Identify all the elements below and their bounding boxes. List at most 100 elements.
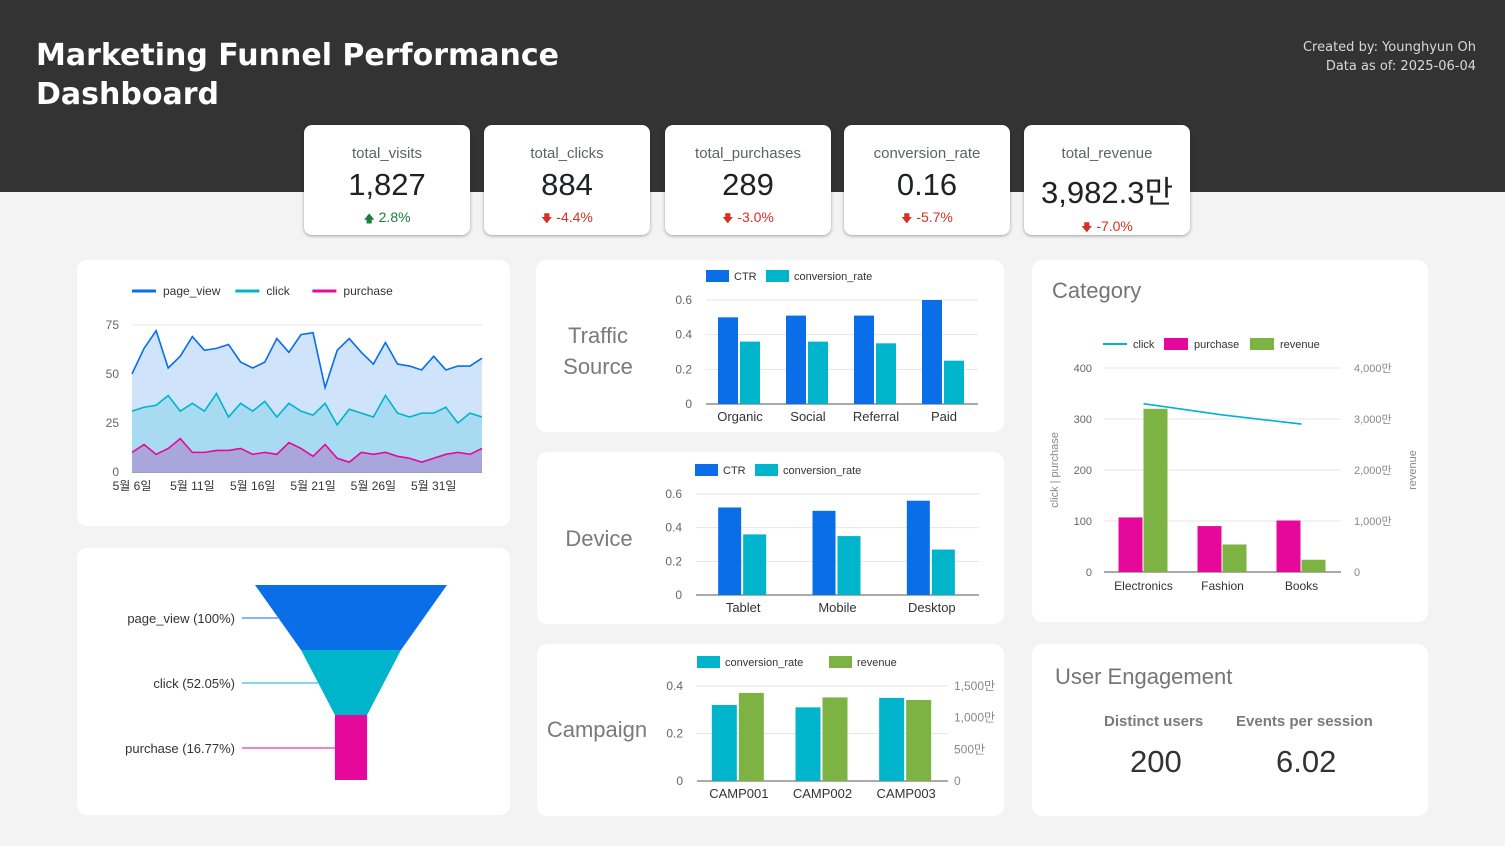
traffic-source-chart[interactable]: 0 0.2 0.4 0.6 Organic Social Referral Paid CTR co…: [536, 260, 1004, 432]
bar-conversion_rate: [931, 549, 955, 595]
bar-CTR: [906, 500, 930, 595]
kpi-card-total-clicks[interactable]: total_clicks 884 🡇 -4.4%: [484, 125, 650, 235]
y2-tick-label: 2,000만: [1354, 464, 1392, 477]
x-tick-label: 5월 31일: [411, 479, 456, 493]
kpi-delta: 🡇 -3.0%: [722, 209, 774, 225]
legend-label: revenue: [1280, 339, 1320, 351]
x-tick-label: 5월 11일: [170, 479, 215, 493]
daily-trend-chart[interactable]: 0 25 50 75 5월 6일 5월 11일 5월 16일 5월 21일 5월 26일 5월 3…: [77, 260, 510, 526]
kpi-delta: 🡅 2.8%: [363, 209, 411, 225]
arrow-down-icon: 🡇: [1081, 222, 1093, 234]
y-tick-label: 0.2: [665, 554, 682, 568]
bar-conversion_rate: [837, 536, 861, 595]
legend-label: purchase: [1194, 339, 1239, 351]
traffic-source-card: Traffic Source 0 0.2 0.4 0.6 Organic Social Ref…: [536, 260, 1004, 432]
x-tick-label: CAMP001: [709, 786, 768, 801]
x-tick-label: CAMP002: [793, 786, 852, 801]
y2-tick-label: 1,000만: [954, 711, 995, 725]
x-tick-label: Fashion: [1201, 579, 1244, 593]
campaign-title: Campaign: [546, 717, 648, 742]
y-tick-label: 0: [685, 397, 692, 411]
legend-swatch: [1250, 338, 1274, 350]
y2-axis-label: revenue: [1407, 450, 1419, 490]
x-tick-label: Books: [1285, 579, 1318, 593]
category-title: Category: [1052, 278, 1142, 303]
y-tick-label: 200: [1074, 465, 1092, 477]
events-per-session-value: 6.02: [1276, 744, 1337, 779]
bar-CTR: [718, 317, 738, 404]
y-tick-label: 0.2: [666, 727, 683, 741]
x-tick-label: 5월 16일: [230, 479, 275, 493]
kpi-delta: 🡇 -7.0%: [1081, 218, 1133, 234]
y-tick-label: 0.6: [675, 293, 692, 307]
legend-swatch: [706, 270, 729, 282]
kpi-value: 884: [541, 167, 593, 202]
funnel-chart[interactable]: page_view (100%) click (52.05%) purchase (…: [77, 548, 510, 815]
kpi-delta: 🡇 -5.7%: [901, 209, 953, 225]
device-title: Device: [565, 526, 633, 551]
x-tick-label: Tablet: [726, 600, 761, 615]
funnel-label: purchase (16.77%): [125, 741, 235, 756]
bar-conversion_rate: [740, 341, 760, 404]
data-as-of: Data as of: 2025-06-04: [1325, 59, 1476, 74]
funnel-stage: [301, 650, 401, 715]
y2-tick-label: 0: [1354, 567, 1360, 579]
bar-conversion_rate: [808, 341, 828, 404]
page-title: Marketing Funnel Performance Dashboard: [36, 38, 560, 112]
legend-label: conversion_rate: [783, 465, 861, 477]
kpi-value: 3,982.3만: [1041, 175, 1173, 210]
category-chart[interactable]: 0 100 200 300 400 0 1,000만 2,000만 3,000만 4,000만 cl…: [1032, 260, 1428, 622]
x-tick-label: Social: [790, 409, 826, 424]
kpi-label: total_visits: [351, 145, 423, 162]
legend-label: CTR: [734, 271, 757, 283]
y-tick-label: 400: [1074, 363, 1092, 375]
y-tick-label: 0: [675, 588, 682, 602]
kpi-delta: 🡇 -4.4%: [541, 209, 593, 225]
y-tick-label: 25: [106, 416, 120, 430]
y-tick-label: 0.4: [665, 521, 682, 535]
y2-tick-label: 3,000만: [1354, 413, 1392, 426]
funnel-stage: [334, 715, 368, 780]
legend-label: revenue: [857, 657, 897, 669]
legend-label: click: [1133, 339, 1155, 351]
kpi-card-total-visits[interactable]: total_visits 1,827 🡅 2.8%: [304, 125, 470, 235]
events-per-session-label: Events per session: [1236, 713, 1373, 730]
kpi-value: 0.16: [896, 167, 958, 202]
legend-swatch: [766, 270, 789, 282]
x-tick-label: Electronics: [1114, 579, 1173, 593]
distinct-users-label: Distinct users: [1104, 713, 1204, 730]
y-tick-label: 75: [106, 318, 120, 332]
traffic-source-title: Traffic Source: [563, 323, 633, 379]
legend-label: CTR: [723, 465, 746, 477]
bar-CTR: [812, 510, 836, 595]
distinct-users-value: 200: [1130, 744, 1182, 779]
y2-tick-label: 500만: [954, 742, 985, 756]
x-tick-label: 5월 26일: [351, 479, 396, 493]
bar-purchase: [1276, 520, 1301, 572]
legend-label: conversion_rate: [725, 657, 803, 669]
device-chart[interactable]: 0 0.2 0.4 0.6 Tablet Mobile Desktop CTR conversi…: [537, 452, 1004, 624]
x-tick-label: 5월 21일: [290, 479, 335, 493]
kpi-label: total_purchases: [695, 145, 801, 162]
kpi-label: total_revenue: [1061, 145, 1153, 162]
x-tick-label: Mobile: [818, 600, 856, 615]
line-page_view: [131, 328, 483, 391]
bar-conversion_rate: [944, 360, 964, 404]
funnel-label: click (52.05%): [153, 676, 235, 691]
created-by: Created by: Younghyun Oh: [1302, 40, 1476, 55]
campaign-card: Campaign 0 0.2 0.4 0 500만 1,000만 1,500만 CAMP001…: [537, 644, 1004, 816]
y2-tick-label: 0: [954, 774, 961, 788]
legend-swatch: [697, 656, 720, 668]
y-tick-label: 0.4: [675, 328, 692, 342]
bar-revenue: [738, 692, 764, 781]
campaign-chart[interactable]: 0 0.2 0.4 0 500만 1,000만 1,500만 CAMP001 CAMP002 CA…: [537, 644, 1004, 816]
kpi-card-total-purchases[interactable]: total_purchases 289 🡇 -3.0%: [665, 125, 831, 235]
bar-CTR: [786, 315, 806, 404]
funnel-card: page_view (100%) click (52.05%) purchase (…: [77, 548, 510, 815]
kpi-card-total-revenue[interactable]: total_revenue 3,982.3만 🡇 -7.0%: [1024, 125, 1190, 235]
kpi-card-conversion-rate[interactable]: conversion_rate 0.16 🡇 -5.7%: [844, 125, 1010, 235]
line-purchase: [131, 437, 483, 464]
bar-conversion_rate: [711, 705, 737, 781]
kpi-value: 1,827: [348, 167, 426, 202]
y2-tick-label: 1,000만: [1354, 515, 1392, 528]
